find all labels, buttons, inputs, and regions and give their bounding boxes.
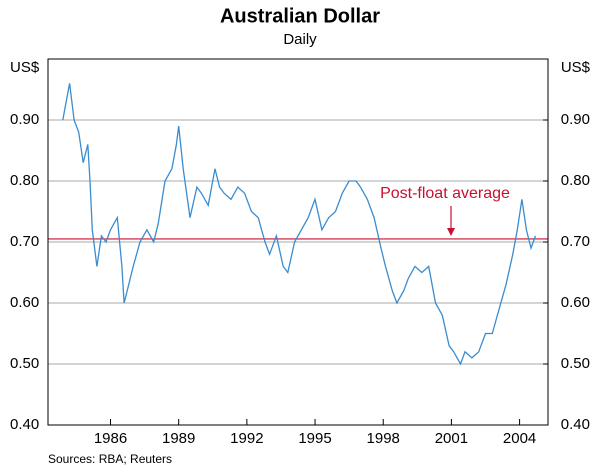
y2-axis-label: US$: [561, 59, 591, 76]
arrow-head: [447, 228, 455, 236]
y-tick-label: 0.90: [10, 111, 39, 128]
x-tick-label: 2004: [503, 430, 536, 447]
y2-tick-label: 0.70: [561, 233, 590, 250]
plot-frame: [47, 58, 549, 426]
series-line: [62, 83, 537, 366]
y-tick-label: 0.50: [10, 355, 39, 372]
y2-tick-label: 0.60: [561, 294, 590, 311]
y-tick-label: 0.80: [10, 172, 39, 189]
source: Sources: RBA; Reuters: [48, 452, 172, 466]
annotation: Post-float average: [380, 185, 510, 202]
y-tick-label: 0.70: [10, 233, 39, 250]
y2-tick-label: 0.50: [561, 355, 590, 372]
y-axis-label: US$: [10, 59, 40, 76]
x-tick-label: 1992: [230, 430, 263, 447]
x-tick-label: 2001: [435, 430, 468, 447]
y-tick-label: 0.40: [10, 416, 39, 433]
x-tick-label: 1995: [298, 430, 331, 447]
y2-tick-label: 0.80: [561, 172, 590, 189]
y2-tick-label: 0.40: [561, 416, 590, 433]
x-tick-label: 1989: [162, 430, 195, 447]
y2-tick-label: 0.90: [561, 111, 590, 128]
chart-title: Australian Dollar: [220, 5, 380, 27]
y-tick-label: 0.60: [10, 294, 39, 311]
x-tick-label: 1986: [94, 430, 127, 447]
chart-subtitle: Daily: [283, 31, 317, 48]
x-tick-label: 1998: [367, 430, 400, 447]
